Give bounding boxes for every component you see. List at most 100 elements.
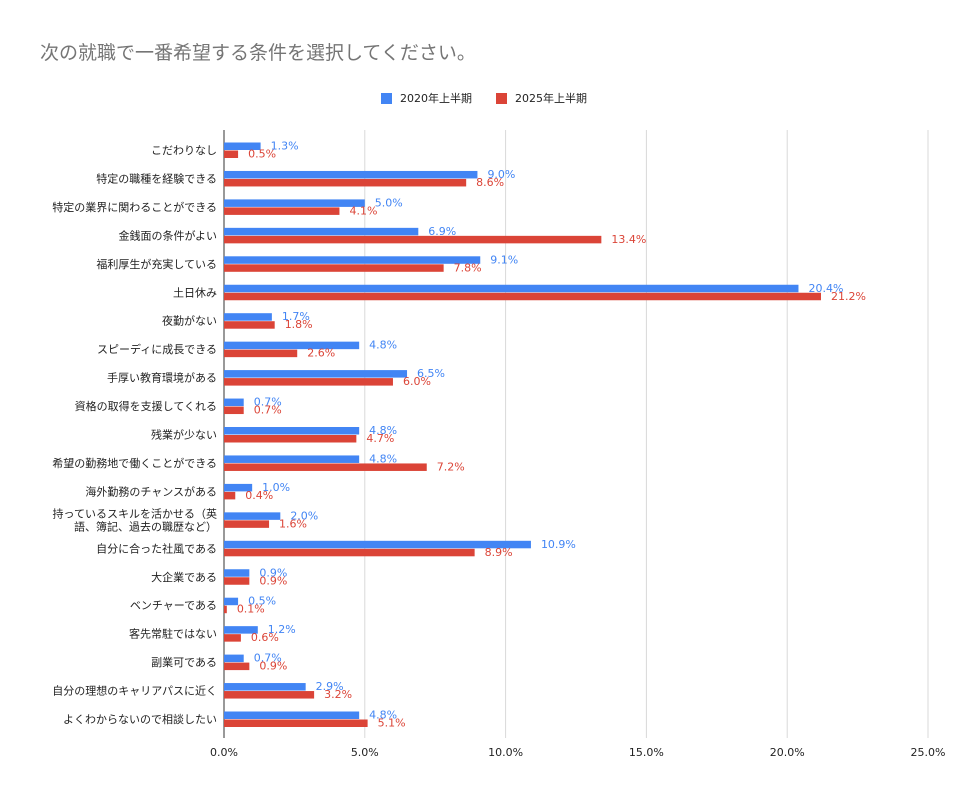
legend-item-2020[interactable]: 2020年上半期 — [381, 90, 472, 106]
data-label-2020: 4.8% — [369, 452, 397, 465]
category-label: 副業可である — [151, 656, 217, 669]
bar-2025 — [224, 292, 821, 301]
data-label-2020: 0.9% — [259, 566, 287, 579]
bar-2020 — [224, 654, 244, 663]
category-label: よくわからないので相談したい — [63, 712, 217, 726]
bar-2020 — [224, 199, 365, 207]
bar-2020 — [224, 370, 408, 378]
data-label-2025: 0.7% — [254, 404, 282, 417]
x-tick-label: 15.0% — [629, 746, 664, 759]
bar-2020 — [224, 711, 360, 719]
data-label-2020: 4.8% — [369, 424, 397, 437]
data-label-2025: 8.9% — [485, 546, 513, 559]
data-label-2020: 1.3% — [271, 140, 299, 153]
bar-2025 — [224, 577, 250, 585]
data-label-2025: 6.0% — [403, 375, 431, 388]
bar-2025 — [224, 150, 239, 158]
data-label-2025: 0.9% — [259, 660, 287, 673]
data-label-2025: 3.2% — [324, 688, 352, 701]
x-tick-label: 25.0% — [911, 746, 946, 759]
data-label-2020: 4.8% — [369, 709, 397, 722]
bar-2025 — [224, 719, 368, 727]
data-label-2020: 6.9% — [428, 225, 456, 238]
category-label: 夜勤がない — [162, 314, 217, 328]
bar-2025 — [224, 491, 236, 500]
bar-2020 — [224, 313, 272, 321]
bar-2020 — [224, 512, 281, 520]
data-label-2020: 5.0% — [375, 196, 403, 209]
data-label-2020: 1.7% — [282, 310, 310, 323]
category-label: こだわりなし — [151, 144, 217, 157]
bar-2025 — [224, 264, 444, 272]
data-label-2025: 4.7% — [366, 432, 394, 445]
x-tick-label: 20.0% — [770, 746, 805, 759]
data-label-2020: 4.8% — [369, 339, 397, 352]
bar-2020 — [224, 455, 360, 463]
category-label: 特定の業界に関わることができる — [52, 200, 217, 214]
category-label: 自分に合った社風である — [96, 541, 217, 555]
data-label-2020: 6.5% — [417, 367, 445, 380]
bar-2025 — [224, 662, 250, 671]
bar-2020 — [224, 398, 244, 407]
bar-2025 — [224, 178, 467, 187]
category-label: 客先常駐ではない — [129, 627, 217, 641]
category-label: 手厚い教育環境がある — [107, 371, 217, 385]
data-label-2020: 0.5% — [248, 595, 276, 608]
data-label-2025: 13.4% — [611, 233, 646, 246]
category-label: 特定の職種を経験できる — [96, 171, 217, 185]
bar-2025 — [224, 349, 298, 358]
bar-2025 — [224, 321, 275, 329]
data-label-2020: 9.0% — [487, 168, 515, 181]
category-label: スピーディに成長できる — [97, 342, 217, 356]
bar-2020 — [224, 540, 531, 549]
category-label: 持っているスキルを活かせる（英 — [53, 506, 217, 520]
bar-2020 — [224, 142, 261, 150]
bar-2020 — [224, 626, 258, 634]
category-label: 希望の勤務地で働くことができる — [52, 456, 217, 470]
data-label-2020: 1.0% — [262, 481, 290, 494]
bar-2025 — [224, 548, 475, 557]
bar-2020 — [224, 284, 799, 293]
data-label-2025: 0.5% — [248, 148, 276, 161]
data-label-2025: 0.1% — [237, 603, 265, 616]
bar-2020 — [224, 341, 360, 350]
bar-2025 — [224, 235, 602, 244]
data-label-2025: 1.8% — [285, 318, 313, 331]
legend: 2020年上半期 2025年上半期 — [0, 90, 968, 106]
data-label-2025: 7.2% — [437, 460, 465, 473]
category-label: 資格の取得を支援してくれる — [75, 399, 217, 413]
bar-2025 — [224, 378, 393, 386]
data-label-2020: 9.1% — [490, 253, 518, 266]
bar-2020 — [224, 683, 306, 691]
data-label-2020: 10.9% — [541, 538, 576, 551]
legend-swatch-2020 — [381, 92, 392, 104]
data-label-2025: 0.6% — [251, 631, 279, 644]
bar-2020 — [224, 227, 419, 236]
category-label: 金銭面の条件がよい — [119, 228, 217, 242]
bar-2020 — [224, 170, 478, 179]
bar-2020 — [224, 597, 239, 606]
category-label: ベンチャーである — [130, 599, 217, 612]
category-label: 自分の理想のキャリアパスに近く — [52, 684, 217, 698]
bar-2025 — [224, 207, 340, 215]
data-label-2025: 21.2% — [831, 290, 866, 303]
data-label-2025: 0.9% — [259, 574, 287, 587]
legend-label-2020: 2020年上半期 — [400, 92, 472, 105]
category-label: 残業が少ない — [151, 428, 217, 442]
category-label: 語、簿記、過去の職歴など） — [74, 519, 217, 533]
data-label-2020: 0.7% — [254, 652, 282, 665]
legend-label-2025: 2025年上半期 — [515, 92, 587, 105]
data-label-2025: 1.6% — [279, 517, 307, 530]
legend-item-2025[interactable]: 2025年上半期 — [496, 90, 587, 106]
data-label-2020: 0.7% — [254, 396, 282, 409]
data-label-2020: 1.2% — [268, 623, 296, 636]
chart-title: 次の就職で一番希望する条件を選択してください。 — [40, 42, 476, 64]
bar-2020 — [224, 256, 481, 264]
x-tick-label: 5.0% — [351, 746, 379, 759]
category-label: 福利厚生が充実している — [96, 257, 217, 271]
bar-2020 — [224, 569, 250, 577]
bar-2020 — [224, 427, 360, 435]
bar-2025 — [224, 406, 244, 415]
category-label: 大企業である — [151, 570, 217, 584]
